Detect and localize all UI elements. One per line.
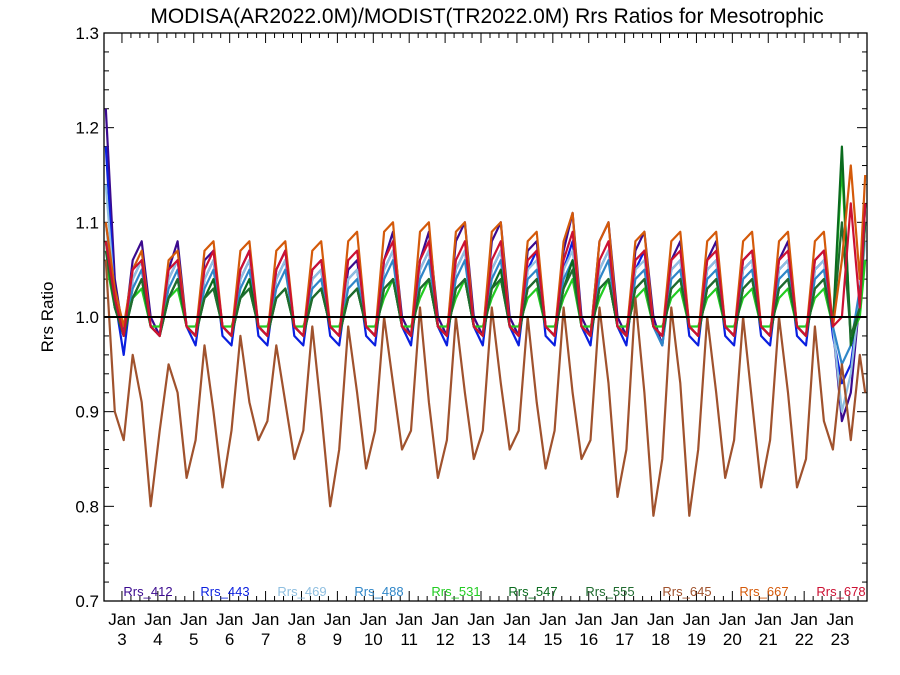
x-tick-label-year: 23 <box>831 630 850 649</box>
y-tick-label: 0.8 <box>75 497 99 516</box>
x-tick-label-month: Jan <box>647 610 674 629</box>
x-tick-label-year: 6 <box>225 630 234 649</box>
x-tick-label-month: Jan <box>360 610 387 629</box>
x-tick-label-month: Jan <box>575 610 602 629</box>
x-tick-label-month: Jan <box>288 610 315 629</box>
x-tick-label-month: Jan <box>755 610 782 629</box>
x-tick-label-year: 20 <box>723 630 742 649</box>
x-tick-label-month: Jan <box>252 610 279 629</box>
legend-entry-rrs-469: Rrs_469 <box>277 584 326 599</box>
x-tick-label-month: Jan <box>790 610 817 629</box>
x-tick-label-month: Jan <box>719 610 746 629</box>
x-tick-label-year: 7 <box>261 630 270 649</box>
y-tick-label: 1.1 <box>75 213 99 232</box>
x-tick-label-year: 4 <box>153 630 162 649</box>
y-tick-label: 0.9 <box>75 403 99 422</box>
y-tick-label: 0.7 <box>75 592 99 611</box>
chart-title: MODISA(AR2022.0M)/MODIST(TR2022.0M) Rrs … <box>150 5 823 28</box>
legend-entry-rrs-667: Rrs_667 <box>739 584 788 599</box>
y-tick-label: 1.3 <box>75 24 99 43</box>
y-axis-label: Rrs Ratio <box>38 282 57 353</box>
series-layer <box>104 108 867 517</box>
x-tick-label-month: Jan <box>539 610 566 629</box>
x-tick-label-year: 18 <box>651 630 670 649</box>
x-tick-labels: Jan3Jan4Jan5Jan6Jan7Jan8Jan9Jan10Jan11Ja… <box>108 610 854 649</box>
x-tick-label-year: 5 <box>189 630 198 649</box>
x-tick-label-year: 16 <box>579 630 598 649</box>
x-tick-label-year: 22 <box>795 630 814 649</box>
legend-entry-rrs-645: Rrs_645 <box>662 584 711 599</box>
x-tick-label-year: 9 <box>333 630 342 649</box>
legend: Rrs_412 Rrs_443 Rrs_469 Rrs_488 Rrs_531 Rrs_5… <box>123 584 865 599</box>
x-tick-label-month: Jan <box>180 610 207 629</box>
x-tick-label-month: Jan <box>826 610 853 629</box>
x-tick-label-year: 19 <box>687 630 706 649</box>
legend-entry-rrs-488: Rrs_488 <box>354 584 403 599</box>
y-tick-label: 1.0 <box>75 308 99 327</box>
legend-entry-rrs-443: Rrs_443 <box>200 584 249 599</box>
legend-entry-rrs-531: Rrs_531 <box>431 584 480 599</box>
legend-entry-rrs-555: Rrs_555 <box>585 584 634 599</box>
y-tick-labels: 0.7 0.8 0.9 1.0 1.1 1.2 1.3 <box>75 24 99 611</box>
x-tick-label-month: Jan <box>683 610 710 629</box>
x-tick-label-year: 3 <box>117 630 126 649</box>
axis-ticks <box>104 32 868 602</box>
x-tick-label-month: Jan <box>144 610 171 629</box>
x-tick-label-month: Jan <box>395 610 422 629</box>
x-tick-label-month: Jan <box>467 610 494 629</box>
x-tick-label-month: Jan <box>108 610 135 629</box>
x-tick-label-month: Jan <box>431 610 458 629</box>
x-tick-label-year: 21 <box>759 630 778 649</box>
x-tick-label-year: 14 <box>507 630 526 649</box>
x-tick-label-year: 12 <box>436 630 455 649</box>
series-line-rrs-443 <box>104 146 867 385</box>
x-tick-label-year: 15 <box>543 630 562 649</box>
x-tick-label-year: 17 <box>615 630 634 649</box>
series-line-rrs-645 <box>104 260 867 517</box>
x-tick-label-year: 11 <box>400 630 418 649</box>
x-tick-label-month: Jan <box>503 610 530 629</box>
legend-entry-rrs-678: Rrs_678 <box>816 584 865 599</box>
x-tick-label-month: Jan <box>611 610 638 629</box>
legend-entry-rrs-412: Rrs_412 <box>123 584 172 599</box>
legend-entry-rrs-547: Rrs_547 <box>508 584 557 599</box>
x-tick-label-year: 8 <box>297 630 306 649</box>
series-line-rrs-412 <box>104 108 867 423</box>
x-tick-label-year: 10 <box>364 630 383 649</box>
y-tick-label: 1.2 <box>75 119 99 138</box>
series-line-rrs-678 <box>104 202 867 337</box>
x-tick-label-month: Jan <box>324 610 351 629</box>
x-tick-label-month: Jan <box>216 610 243 629</box>
x-tick-label-year: 13 <box>472 630 491 649</box>
